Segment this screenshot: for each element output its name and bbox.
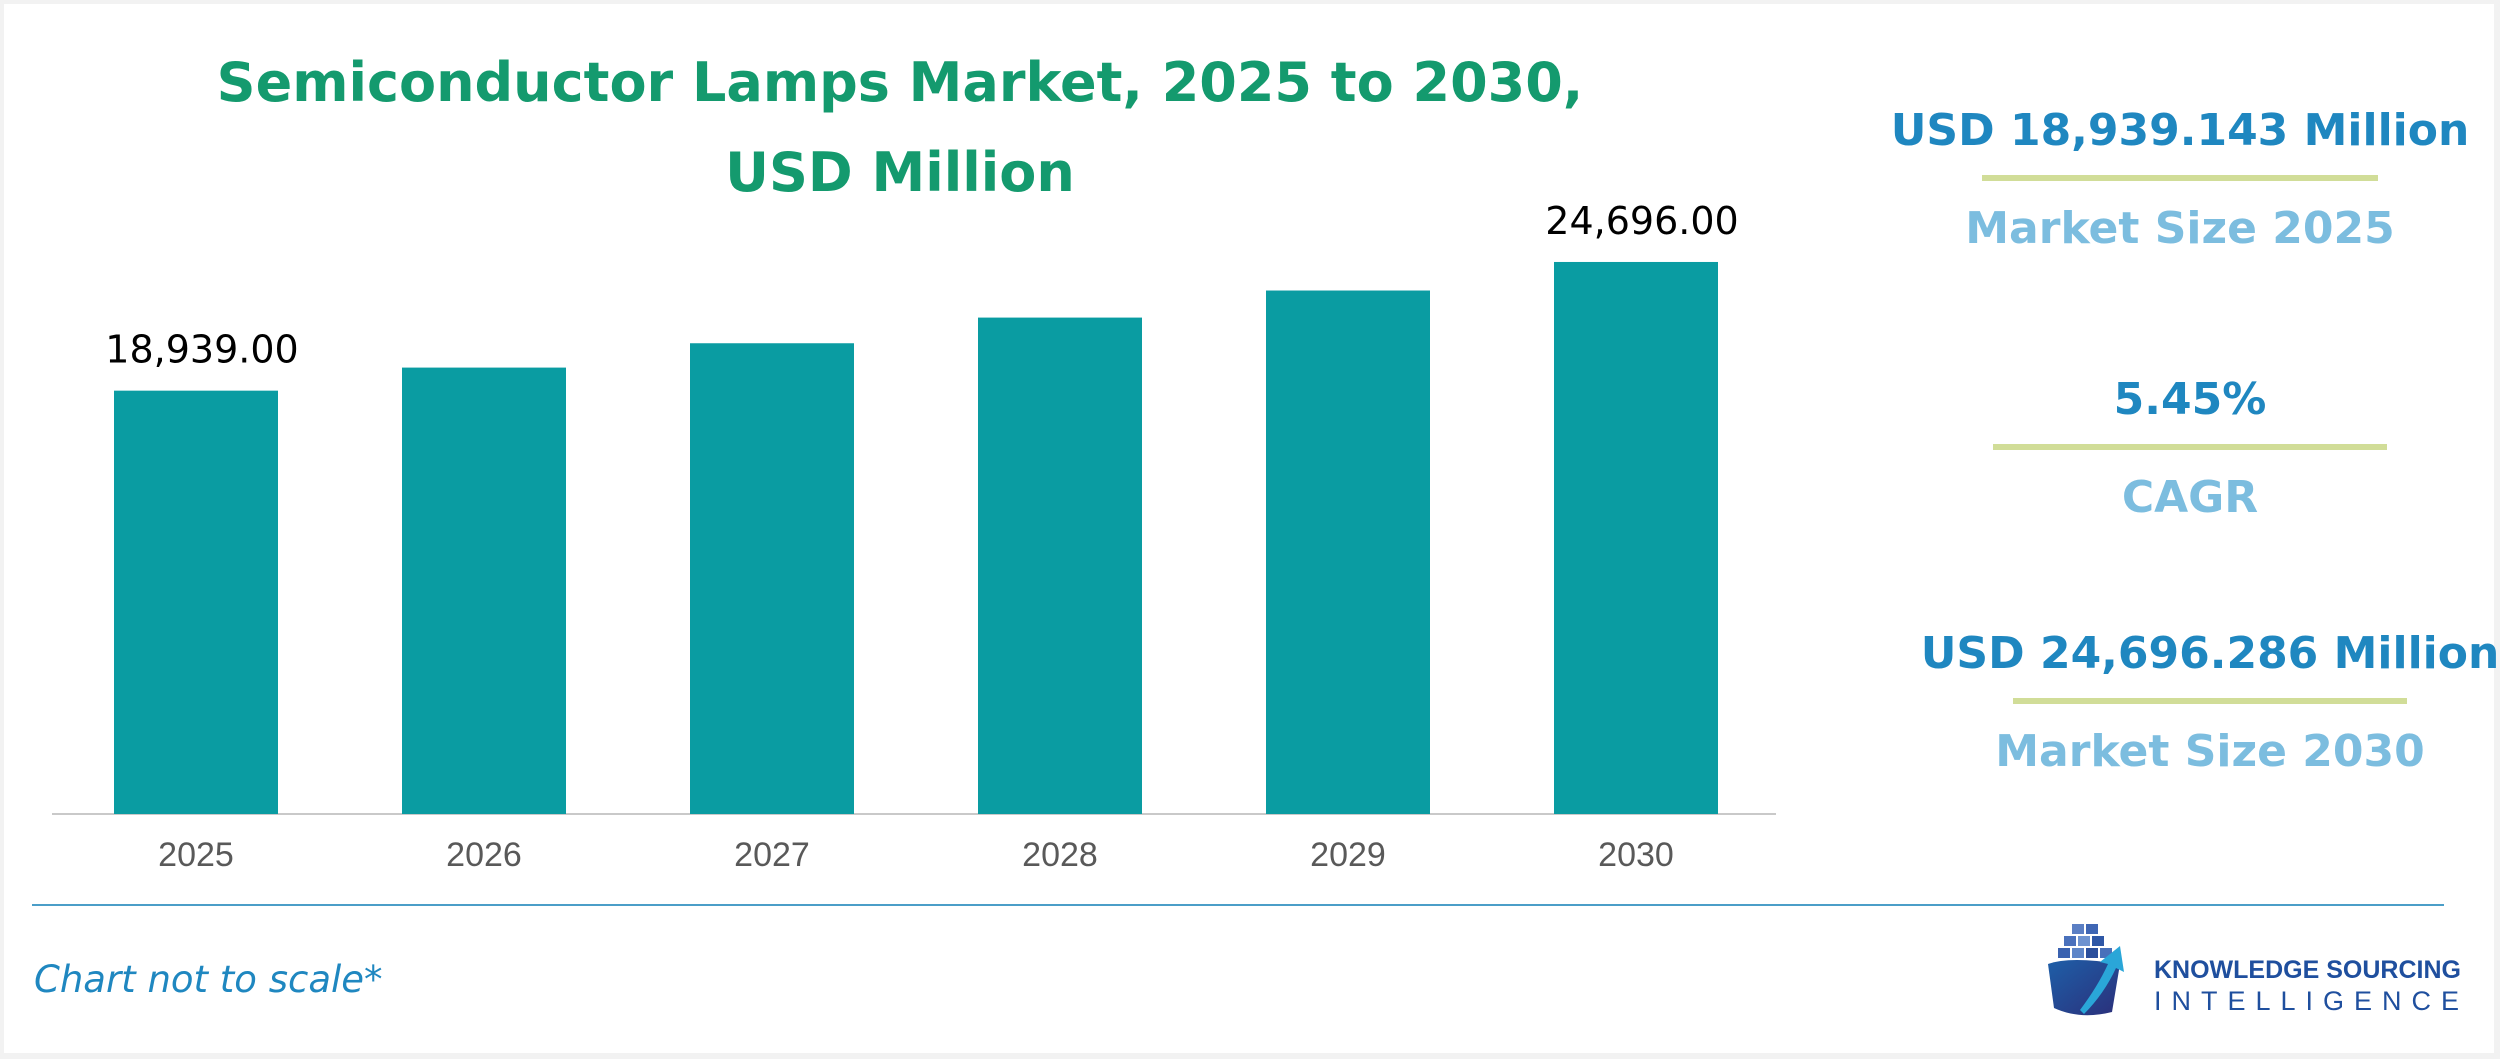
stat-market-size-2030: USD 24,696.286 Million Market Size 2030: [1860, 626, 2500, 780]
stat-label-cagr: CAGR: [2121, 472, 2259, 523]
x-tick-label-2026: 2026: [446, 836, 522, 874]
bar-chart: 2025 18,939.00 2026 2027 2028 2029 2030 24,696.…: [52, 199, 1776, 874]
footer-divider: [32, 904, 2444, 906]
chart-title-line-2: USD Million: [725, 141, 1075, 204]
x-tick-label-2028: 2028: [1022, 836, 1098, 874]
ship-arrow-logo-icon: [2048, 924, 2124, 1016]
chart-title-line-1: Semiconductor Lamps Market, 2025 to 2030…: [216, 51, 1584, 114]
stat-divider: [2013, 698, 2407, 704]
stat-label-2030: Market Size 2030: [1995, 726, 2425, 777]
x-tick-label-2025: 2025: [158, 836, 234, 874]
stat-value-cagr: 5.45%: [2113, 374, 2267, 425]
bar-2027: [690, 343, 854, 814]
logo-text-line-2: INTELLIGENCE: [2154, 986, 2470, 1016]
bar-2025: [114, 390, 278, 814]
bar-2030: [1554, 261, 1718, 814]
stat-value-2030: USD 24,696.286 Million: [1920, 628, 2500, 679]
footnote: Chart not to scale*: [34, 958, 383, 1001]
company-logo: KNOWLEDGE SOURCING INTELLIGENCE: [2040, 916, 2461, 1026]
stat-market-size-2025: USD 18,939.143 Million Market Size 2025: [1840, 103, 2500, 257]
x-tick-label-2027: 2027: [734, 836, 810, 874]
x-tick-label-2030: 2030: [1598, 836, 1674, 874]
data-label-2030: 24,696.00: [1545, 199, 1738, 243]
stat-label-2025: Market Size 2025: [1965, 203, 2395, 254]
data-label-2025: 18,939.00: [105, 328, 298, 372]
logo-text-line-1: KNOWLEDGE SOURCING: [2154, 956, 2461, 984]
stat-cagr: 5.45% CAGR: [1840, 372, 2500, 526]
bar-2028: [978, 317, 1142, 814]
bar-2026: [402, 367, 566, 814]
stat-divider: [1993, 444, 2387, 450]
stat-divider: [1982, 175, 2378, 181]
bar-2029: [1266, 290, 1430, 814]
stat-value-2025: USD 18,939.143 Million: [1890, 105, 2470, 156]
chart-title: Semiconductor Lamps Market, 2025 to 2030…: [150, 38, 1650, 218]
x-tick-label-2029: 2029: [1310, 836, 1386, 874]
